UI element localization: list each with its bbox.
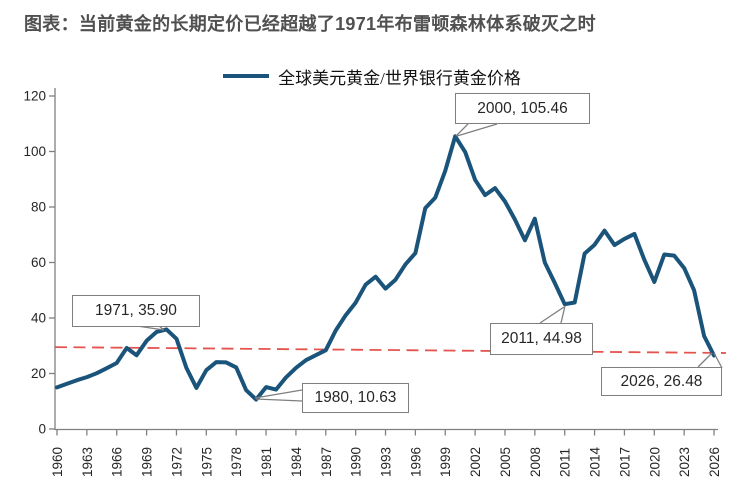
x-tick-label: 1969 bbox=[140, 447, 155, 477]
y-tick-label: 0 bbox=[38, 422, 46, 437]
x-tick-label: 1978 bbox=[229, 447, 244, 477]
page-title: 图表：当前黄金的长期定价已经超越了1971年布雷顿森林体系破灭之时 bbox=[24, 14, 596, 34]
x-tick-label: 1996 bbox=[408, 447, 423, 477]
x-tick-label: 1999 bbox=[438, 447, 453, 477]
legend-line-swatch bbox=[223, 74, 270, 78]
x-tick-label: 1993 bbox=[379, 447, 394, 477]
x-tick-label: 1975 bbox=[199, 447, 214, 477]
y-tick-label: 60 bbox=[31, 255, 46, 270]
callout-1980-low: 1980, 10.63 bbox=[302, 383, 409, 413]
x-tick-label: 1972 bbox=[169, 447, 184, 477]
y-axis-ticks: 0 20 40 60 80 100 120 bbox=[23, 89, 55, 437]
callout-pointers bbox=[136, 123, 723, 402]
y-tick-label: 120 bbox=[23, 89, 46, 104]
y-tick-label: 100 bbox=[23, 144, 46, 159]
x-tick-label: 2026 bbox=[707, 447, 722, 477]
x-tick-label: 2011 bbox=[558, 448, 573, 477]
x-tick-label: 2008 bbox=[528, 447, 543, 477]
callout-leader-line bbox=[254, 389, 303, 399]
x-tick-label: 1981 bbox=[259, 447, 274, 477]
x-tick-label: 1963 bbox=[80, 447, 95, 477]
gold-price-line bbox=[55, 134, 716, 402]
callout-leader-line bbox=[455, 123, 469, 137]
x-tick-label: 1966 bbox=[110, 447, 125, 477]
callout-2000-peak: 2000, 105.46 bbox=[455, 93, 590, 124]
x-tick-label: 2002 bbox=[468, 447, 483, 477]
callout-leader-line bbox=[456, 123, 498, 137]
x-tick-label: 1984 bbox=[289, 446, 304, 477]
x-tick-label: 2005 bbox=[498, 447, 513, 477]
callout-2011-low: 2011, 44.98 bbox=[490, 323, 593, 355]
callout-leader-line bbox=[539, 306, 565, 324]
callout-leader-line bbox=[697, 352, 713, 368]
x-tick-label: 1960 bbox=[50, 447, 65, 477]
y-tick-label: 80 bbox=[31, 200, 46, 215]
x-tick-label: 2014 bbox=[588, 446, 603, 477]
x-tick-label: 2020 bbox=[647, 447, 662, 477]
x-tick-label: 2017 bbox=[617, 447, 632, 477]
callout-leader-line bbox=[713, 352, 723, 369]
legend: 全球美元黄金/世界银行黄金价格 bbox=[0, 64, 744, 88]
callout-2026-end: 2026, 26.48 bbox=[601, 367, 722, 396]
x-tick-label: 1990 bbox=[349, 447, 364, 477]
x-tick-label: 1987 bbox=[319, 447, 334, 477]
legend-label: 全球美元黄金/世界银行黄金价格 bbox=[278, 68, 521, 88]
callout-leader-line bbox=[255, 398, 303, 402]
trend-dashed-line bbox=[54, 346, 727, 354]
y-tick-label: 20 bbox=[31, 366, 46, 381]
callout-1971-peak: 1971, 35.90 bbox=[72, 295, 200, 327]
y-tick-label: 40 bbox=[31, 311, 46, 326]
callout-leader-line bbox=[560, 305, 566, 324]
x-tick-label: 2023 bbox=[677, 447, 692, 477]
x-axis-ticks: 1960 1963 1966 1969 1972 1975 1978 1981 1984 1987… bbox=[50, 429, 722, 477]
